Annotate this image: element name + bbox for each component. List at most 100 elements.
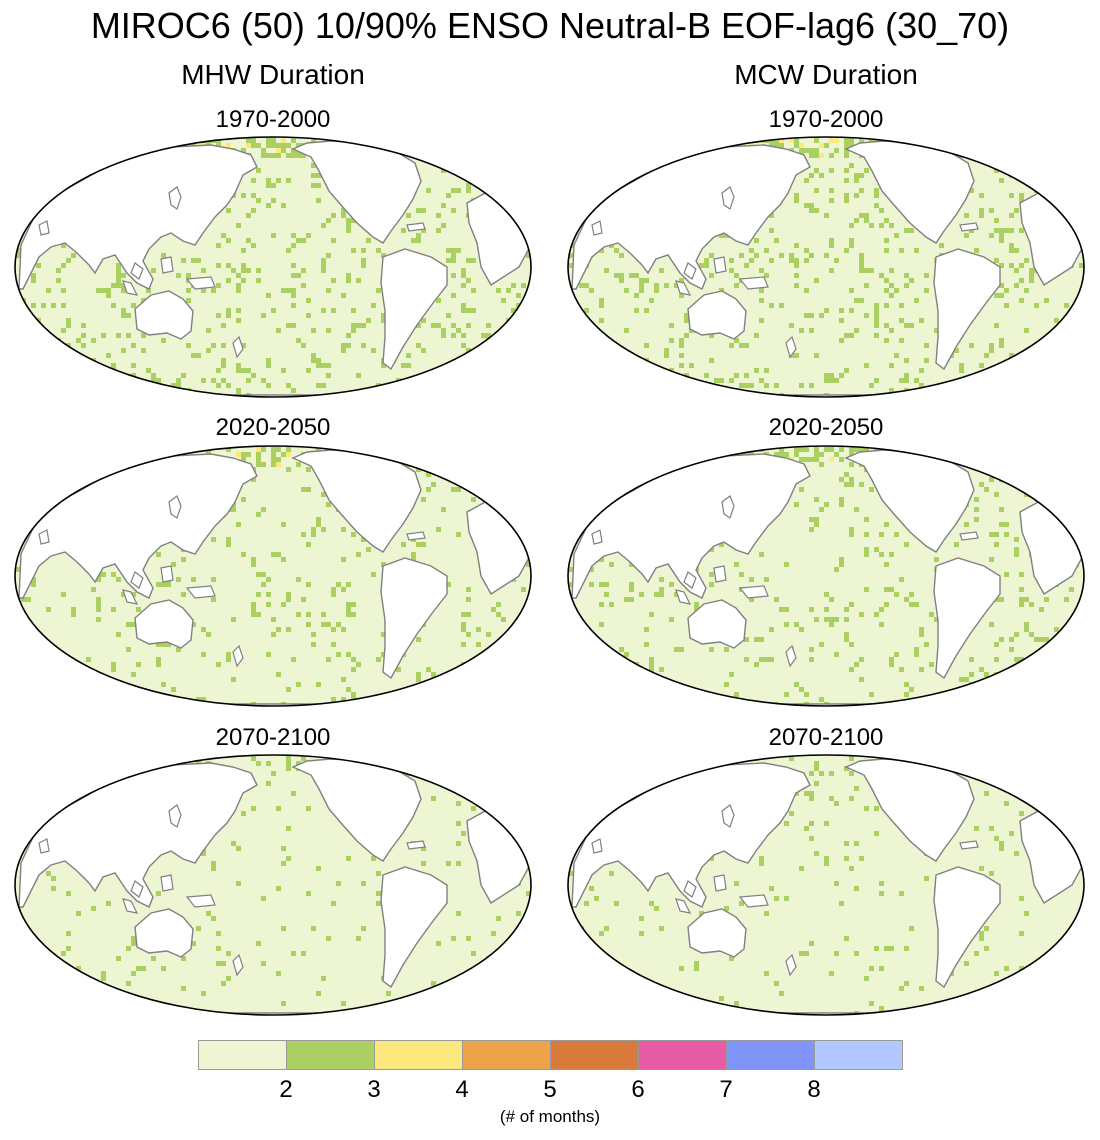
grid-cell	[466, 188, 471, 193]
grid-cell	[604, 143, 609, 148]
grid-cell	[999, 233, 1004, 238]
grid-cell	[664, 137, 669, 138]
island	[591, 220, 603, 236]
grid-cell	[256, 457, 261, 462]
colorbar-swatch	[286, 1040, 375, 1070]
grid-cell	[96, 761, 101, 766]
grid-cell	[291, 263, 296, 268]
grid-cell	[824, 607, 829, 612]
grid-cell	[351, 248, 356, 253]
grid-cell	[1084, 358, 1088, 363]
grid-cell	[15, 756, 16, 761]
grid-cell	[1029, 273, 1034, 278]
grid-cell	[989, 462, 994, 467]
grid-cell	[1024, 398, 1029, 401]
grid-cell	[629, 153, 634, 158]
grid-cell	[351, 667, 356, 672]
grid-cell	[16, 388, 21, 393]
grid-cell	[311, 632, 316, 637]
grid-cell	[824, 213, 829, 218]
grid-cell	[629, 587, 634, 592]
grid-cell	[241, 457, 246, 462]
grid-cell	[26, 393, 31, 397]
grid-cell	[121, 446, 126, 447]
grid-cell	[56, 761, 61, 766]
grid-cell	[1079, 263, 1084, 268]
grid-cell	[569, 137, 574, 138]
grid-cell	[21, 826, 26, 831]
grid-cell	[286, 447, 291, 452]
grid-cell	[639, 283, 644, 288]
grid-cell	[859, 298, 864, 303]
grid-cell	[639, 462, 644, 467]
grid-cell	[894, 446, 899, 447]
grid-cell	[146, 368, 151, 373]
grid-cell	[296, 682, 301, 687]
grid-cell	[516, 293, 521, 298]
grid-cell	[764, 971, 769, 976]
grid-cell	[1009, 831, 1014, 836]
grid-cell	[699, 761, 704, 766]
grid-cell	[774, 138, 779, 143]
grid-cell	[161, 966, 166, 971]
grid-cell	[569, 138, 574, 143]
grid-cell	[21, 755, 26, 756]
grid-cell	[829, 971, 834, 976]
grid-cell	[116, 956, 121, 961]
grid-cell	[884, 288, 889, 293]
grid-cell	[131, 137, 136, 138]
grid-cell	[1059, 477, 1064, 482]
grid-cell	[969, 457, 974, 462]
grid-cell	[1074, 836, 1079, 841]
grid-cell	[754, 368, 759, 373]
grid-cell	[421, 846, 426, 851]
grid-cell	[216, 383, 221, 388]
grid-cell	[136, 692, 141, 697]
grid-cell	[281, 143, 286, 148]
grid-cell	[824, 592, 829, 597]
grid-cell	[476, 358, 481, 363]
grid-cell	[531, 771, 535, 776]
grid-cell	[506, 158, 511, 163]
grid-cell	[624, 158, 629, 163]
grid-cell	[874, 203, 879, 208]
grid-cell	[869, 268, 874, 273]
grid-cell	[694, 966, 699, 971]
grid-cell	[899, 891, 904, 896]
grid-cell	[619, 278, 624, 283]
grid-cell	[1034, 697, 1039, 702]
grid-cell	[1029, 148, 1034, 153]
grid-cell	[71, 756, 76, 761]
grid-cell	[241, 248, 246, 253]
grid-cell	[584, 447, 589, 452]
map-frame	[14, 754, 532, 1016]
grid-cell	[569, 462, 574, 467]
grid-cell	[51, 876, 56, 881]
grid-cell	[609, 457, 614, 462]
grid-cell	[251, 756, 256, 761]
grid-cell	[1019, 138, 1024, 143]
grid-cell	[568, 617, 569, 622]
grid-cell	[451, 248, 456, 253]
grid-cell	[584, 308, 589, 313]
grid-cell	[959, 398, 964, 401]
grid-cell	[1019, 263, 1024, 268]
grid-cell	[999, 776, 1004, 781]
grid-cell	[381, 318, 386, 323]
grid-cell	[226, 383, 231, 388]
grid-cell	[121, 348, 126, 353]
grid-cell	[999, 343, 1004, 348]
grid-cell	[824, 617, 829, 622]
grid-cell	[421, 208, 426, 213]
grid-cell	[589, 288, 594, 293]
grid-cell	[624, 1016, 629, 1019]
grid-cell	[1019, 153, 1024, 158]
grid-cell	[1074, 457, 1079, 462]
grid-cell	[396, 393, 401, 397]
grid-cell	[526, 143, 531, 148]
grid-cell	[839, 457, 844, 462]
grid-cell	[316, 447, 321, 452]
grid-cell	[1014, 168, 1019, 173]
grid-cell	[809, 153, 814, 158]
grid-cell	[311, 527, 316, 532]
